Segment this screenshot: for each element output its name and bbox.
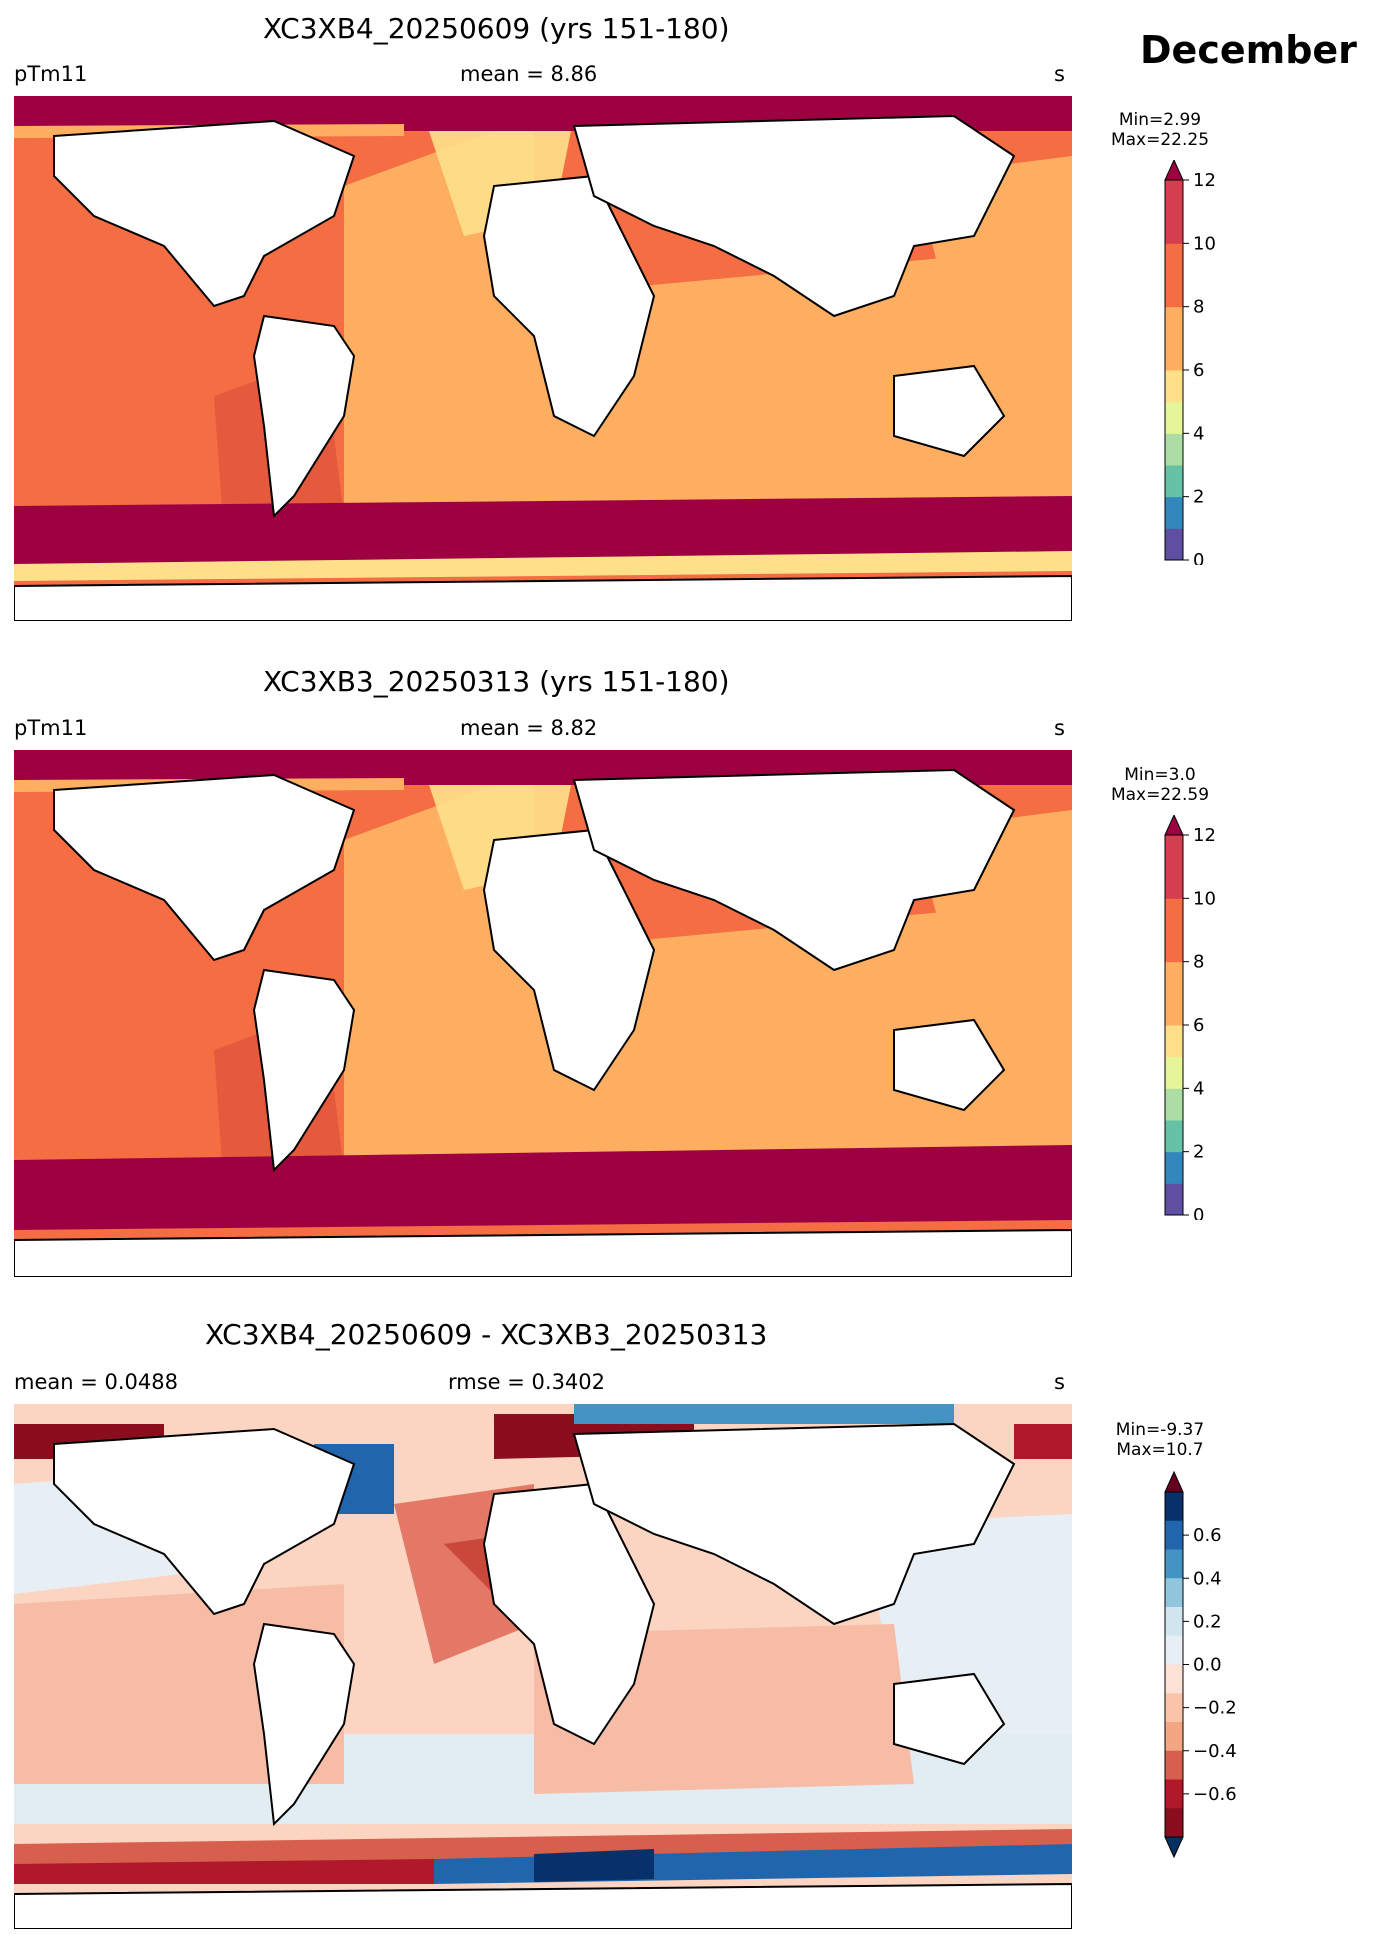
colorbar-segment [1165, 243, 1183, 276]
panel-2-variable-label: pTm11 [14, 716, 88, 740]
colorbar-segment [1165, 1025, 1183, 1058]
colorbar-tick-label: −0.4 [1193, 1741, 1237, 1762]
colorbar-segment [1165, 338, 1183, 371]
colorbar-tick-label: −0.2 [1193, 1698, 1237, 1719]
colorbar-segment [1165, 1151, 1183, 1184]
colorbar-segment [1165, 1120, 1183, 1153]
colorbar-segment [1165, 1492, 1183, 1522]
colorbar-tick-label: 8 [1193, 297, 1204, 318]
colorbar-tick-label: 0.2 [1193, 1611, 1222, 1632]
colorbar-tick-label: 6 [1193, 1015, 1204, 1036]
colorbar-segment [1165, 370, 1183, 403]
colorbar-segment [1165, 1750, 1183, 1780]
panel-3-units-label: s [1054, 1370, 1065, 1394]
colorbar-segment [1165, 1549, 1183, 1579]
panel-3-rmse-label: rmse = 0.3402 [448, 1370, 606, 1394]
colorbar-segment [1165, 275, 1183, 308]
colorbar-tick-label: 0.0 [1193, 1655, 1222, 1676]
colorbar-tick-label: 12 [1193, 170, 1216, 191]
colorbar-tick-label: 0 [1193, 550, 1204, 565]
colorbar-segment [1165, 433, 1183, 466]
colorbar-segment [1165, 835, 1183, 868]
colorbar-segment [1165, 1607, 1183, 1637]
colorbar-segment [1165, 898, 1183, 931]
panel-2-min-label: Min=3.0 [1124, 765, 1196, 785]
colorbar-segment [1165, 993, 1183, 1026]
panel-3-map [14, 1404, 1072, 1929]
panel-2-colorbar: 0 2 4 6 8 10 12 [1164, 815, 1216, 1220]
colorbar-extend-top [1164, 815, 1184, 836]
colorbar-segment [1165, 180, 1183, 213]
colorbar-segment [1165, 465, 1183, 498]
panel-1-min-label: Min=2.99 [1118, 110, 1202, 130]
panel-2-mean-label: mean = 8.82 [460, 716, 598, 740]
colorbar-segment [1165, 496, 1183, 529]
colorbar-segment [1165, 1693, 1183, 1723]
colorbar-tick-label: 6 [1193, 360, 1204, 381]
panel-3-title: XC3XB4_20250609 - XC3XB3_20250313 [205, 1318, 768, 1351]
colorbar-segment [1165, 1088, 1183, 1121]
panel-3-max-label: Max=10.7 [1116, 1440, 1204, 1460]
colorbar-segment [1165, 401, 1183, 434]
colorbar-segment [1165, 306, 1183, 339]
month-label: December [1140, 28, 1357, 72]
panel-1-units-label: s [1054, 62, 1065, 86]
colorbar-segment [1165, 1520, 1183, 1550]
panel-1-mean-label: mean = 8.86 [460, 62, 598, 86]
colorbar-segment [1165, 1779, 1183, 1809]
colorbar-segment [1165, 1056, 1183, 1089]
colorbar-tick-label: −0.6 [1193, 1784, 1237, 1805]
panel-1-map [14, 96, 1072, 621]
panel-1-variable-label: pTm11 [14, 62, 88, 86]
panel-3-colorbar: 0.6 0.4 0.2 0.0 −0.2 −0.4 −0.6 [1164, 1470, 1237, 1859]
colorbar-segment [1165, 1664, 1183, 1694]
colorbar-segment [1165, 1183, 1183, 1216]
colorbar-segment [1165, 1635, 1183, 1665]
colorbar-tick-label: 2 [1193, 487, 1204, 508]
colorbar-extend-bottom [1164, 1836, 1184, 1859]
colorbar-tick-label: 4 [1193, 423, 1204, 444]
panel-2-map [14, 750, 1072, 1277]
panel-1-max-label: Max=22.25 [1110, 130, 1210, 150]
colorbar-tick-label: 2 [1193, 1142, 1204, 1163]
colorbar-tick-label: 10 [1193, 233, 1216, 254]
colorbar-tick-label: 12 [1193, 825, 1216, 846]
colorbar-tick-label: 0.6 [1193, 1525, 1222, 1546]
panel-2-units-label: s [1054, 716, 1065, 740]
colorbar-tick-label: 10 [1193, 888, 1216, 909]
colorbar-tick-label: 8 [1193, 952, 1204, 973]
colorbar-segment [1165, 1578, 1183, 1608]
colorbar-tick-label: 0.4 [1193, 1568, 1222, 1589]
panel-3-min-label: Min=-9.37 [1115, 1420, 1205, 1440]
colorbar-segment [1165, 1722, 1183, 1752]
colorbar-segment [1165, 866, 1183, 899]
colorbar-extend-top [1164, 1470, 1184, 1493]
panel-1-colorbar: 0 2 4 6 8 10 12 [1164, 160, 1216, 565]
colorbar-segment [1165, 930, 1183, 963]
colorbar-extend-top [1164, 160, 1184, 181]
panel-1-title: XC3XB4_20250609 (yrs 151-180) [263, 12, 730, 45]
panel-2-max-label: Max=22.59 [1110, 785, 1210, 805]
colorbar-segment [1165, 961, 1183, 994]
panel-3-mean-label: mean = 0.0488 [14, 1370, 178, 1394]
colorbar-tick-label: 0 [1193, 1205, 1204, 1220]
colorbar-tick-label: 4 [1193, 1078, 1204, 1099]
colorbar-segment [1165, 211, 1183, 244]
panel-2-title: XC3XB3_20250313 (yrs 151-180) [263, 665, 730, 698]
colorbar-segment [1165, 1808, 1183, 1838]
colorbar-segment [1165, 528, 1183, 561]
